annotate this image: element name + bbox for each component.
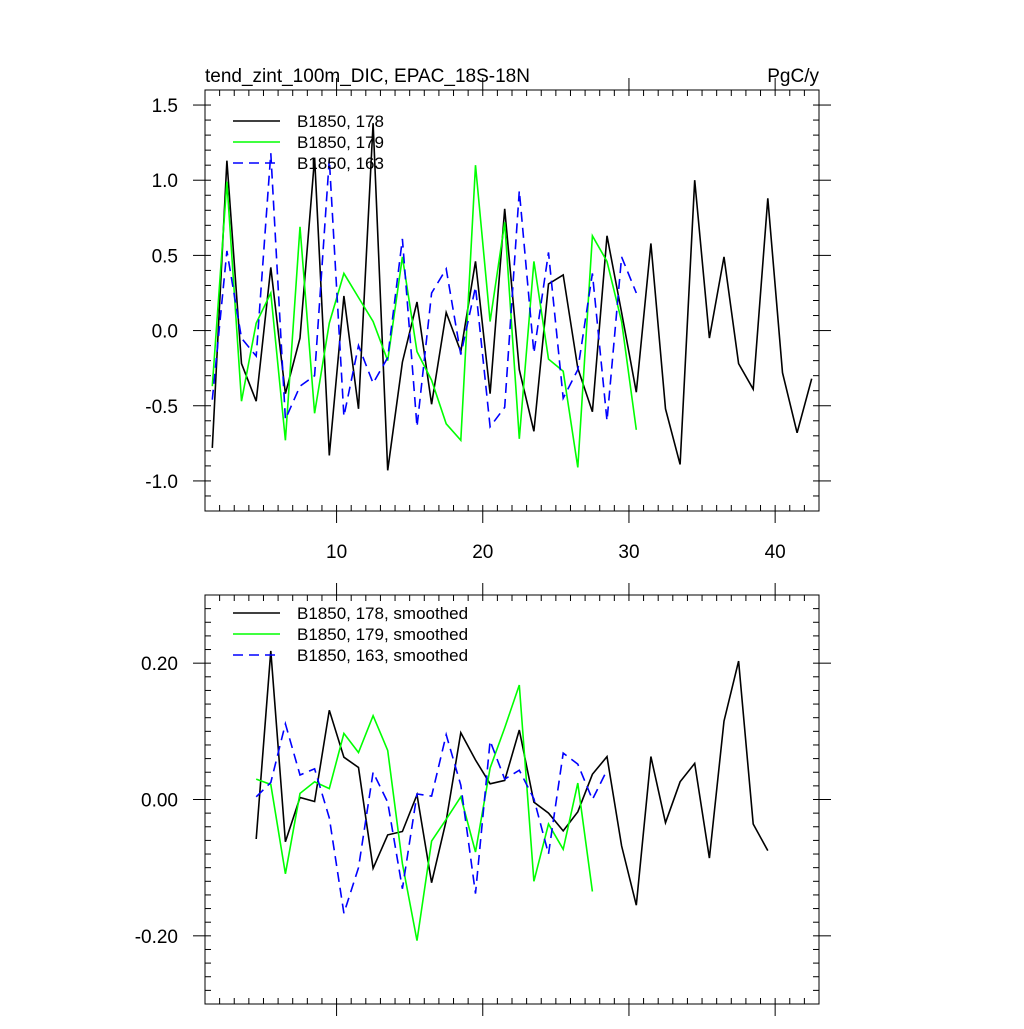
legend-label-163: B1850, 163	[297, 154, 384, 173]
tick-group-top: -1.0 -0.5 0.0 0.5 1.0 1.5 10 20 30 40	[145, 78, 831, 563]
y-tick-label: 1.5	[152, 96, 178, 117]
y-tick-label: 0.5	[152, 246, 178, 267]
y-tick-label: 1.0	[152, 171, 178, 192]
series-group-bottom	[255, 650, 769, 941]
x-tick-label: 40	[765, 542, 786, 563]
x-tick-label: 10	[326, 542, 347, 563]
bottom-panel: -0.20 0.00 0.20 B1850, 178, smoothed B1850…	[135, 583, 831, 1016]
chart-title: tend_zint_100m_DIC, EPAC_18S-18N	[205, 66, 530, 87]
x-tick-label: 20	[472, 542, 493, 563]
x-tick-label: 30	[618, 542, 639, 563]
chart-units: PgC/y	[767, 66, 819, 87]
legend-label-179-smoothed: B1850, 179, smoothed	[297, 625, 468, 644]
legend-label-178: B1850, 178	[297, 112, 384, 131]
y-tick-label: 0.0	[152, 322, 178, 343]
legend-label-163-smoothed: B1850, 163, smoothed	[297, 646, 468, 665]
legend-top: B1850, 178 B1850, 179 B1850, 163	[233, 112, 384, 173]
legend-label-179: B1850, 179	[297, 133, 384, 152]
y-tick-label: 0.00	[141, 791, 178, 812]
y-tick-label: -1.0	[145, 472, 178, 493]
series-group-top	[211, 123, 813, 471]
series-line-b1850-179	[211, 165, 638, 468]
y-tick-label: -0.5	[145, 397, 178, 418]
series-line-b1850-163	[211, 153, 638, 429]
series-line-b1850-178-smoothed	[255, 650, 769, 906]
legend-label-178-smoothed: B1850, 178, smoothed	[297, 604, 468, 623]
series-line-b1850-163-smoothed	[255, 720, 608, 914]
y-tick-label: -0.20	[135, 927, 178, 948]
tick-group-bottom: -0.20 0.00 0.20	[135, 583, 831, 1016]
y-tick-label: 0.20	[141, 654, 178, 675]
top-panel: tend_zint_100m_DIC, EPAC_18S-18N PgC/y -…	[145, 66, 831, 563]
legend-bottom: B1850, 178, smoothed B1850, 179, smoothe…	[233, 604, 468, 665]
series-line-b1850-179-smoothed	[255, 684, 594, 941]
